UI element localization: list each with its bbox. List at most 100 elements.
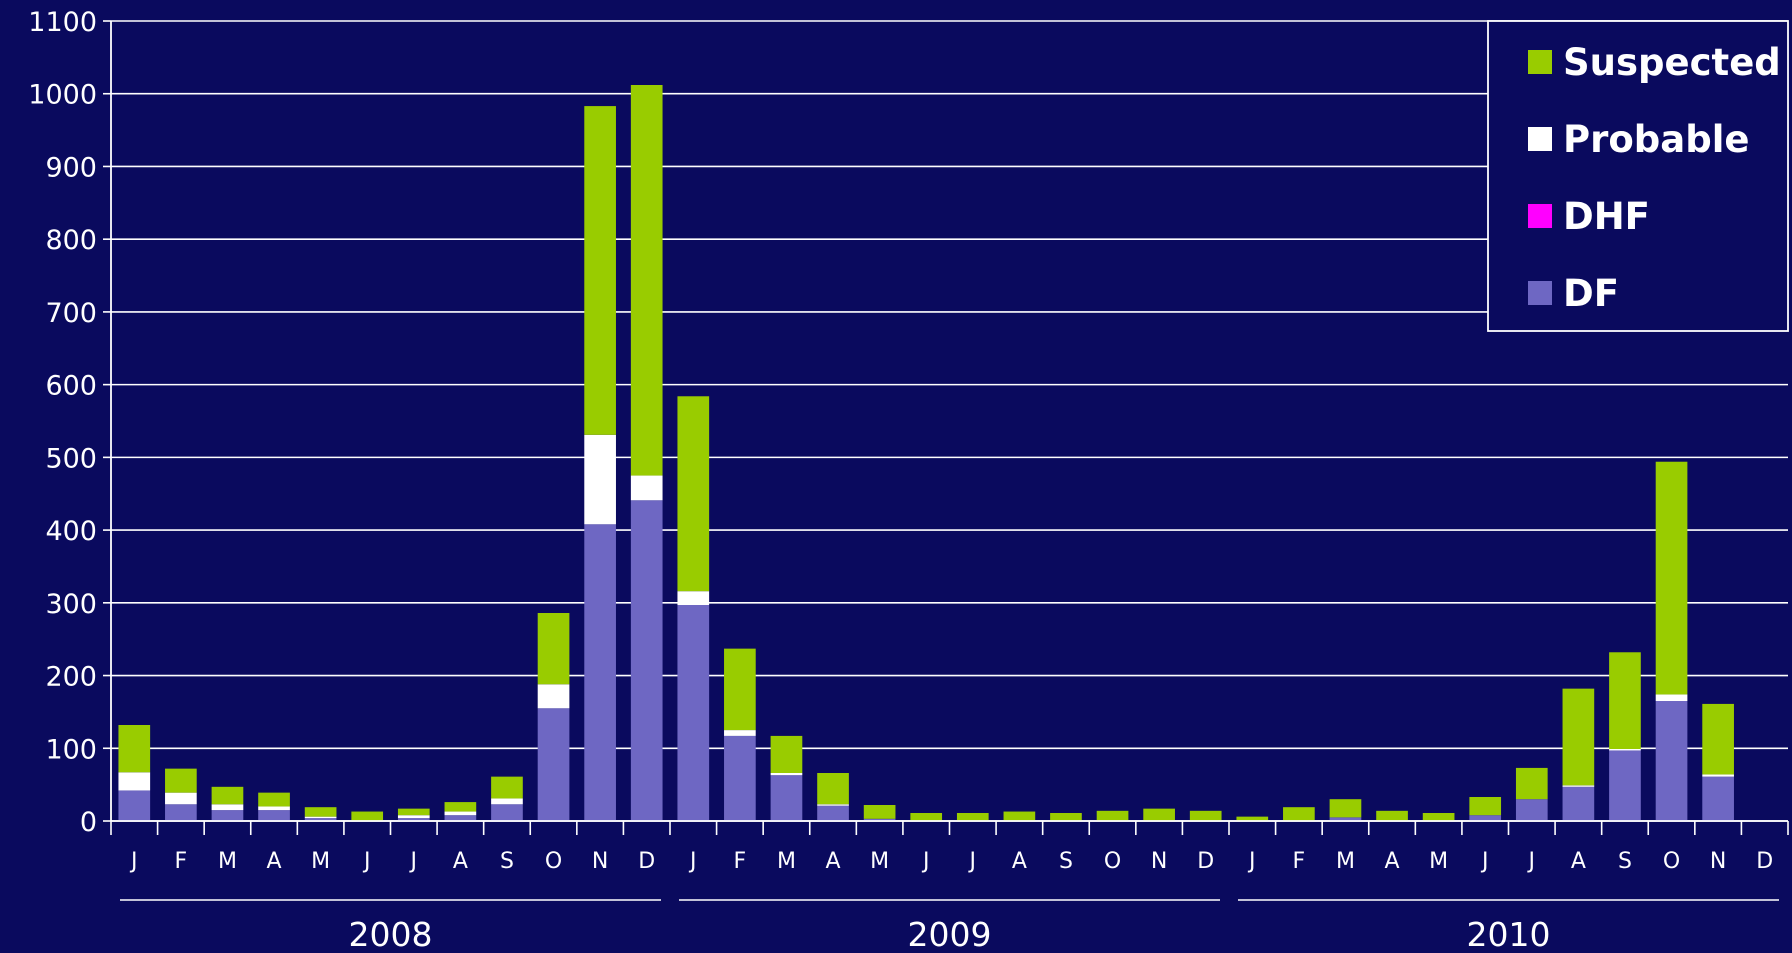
bar-segment-suspected	[1655, 461, 1688, 695]
x-tick-label: F	[734, 849, 747, 874]
x-tick-label: D	[638, 849, 655, 874]
legend-label-suspected: Suspected	[1563, 41, 1781, 84]
bar-segment-suspected	[1096, 810, 1129, 821]
bar-segment-suspected	[165, 768, 197, 793]
year-groups: 2008 2009 2010	[120, 899, 1779, 953]
y-tick-label: 600	[45, 371, 97, 402]
bar-segment-df	[1562, 786, 1595, 821]
bar-segment-suspected	[910, 813, 943, 821]
bar-segment-df	[1469, 815, 1502, 821]
bar-segment-probable	[491, 798, 523, 805]
legend-swatch-dhf	[1528, 204, 1552, 228]
x-tick-label: A	[1571, 849, 1586, 874]
bar-segment-probable	[211, 804, 244, 811]
bar-segment-df	[537, 708, 570, 821]
y-tick-label: 1000	[28, 80, 97, 111]
x-tick-label: A	[1385, 849, 1400, 874]
bar-segment-probable	[165, 792, 197, 805]
y-tick-label: 800	[45, 225, 97, 256]
x-tick-label: F	[175, 849, 188, 874]
bar-segment-suspected	[630, 85, 663, 476]
x-tick-label: O	[545, 849, 562, 874]
y-tick-label: 0	[80, 807, 97, 838]
y-axis: 0 100 200 300 400 500 600 700 800 900 1000 1100	[28, 7, 112, 838]
bar-segment-df	[1609, 750, 1641, 821]
x-tick-label: J	[688, 849, 697, 874]
bar-segment-probable	[584, 434, 616, 525]
bar-segment-df	[584, 524, 616, 821]
bar-segment-suspected	[1003, 811, 1036, 821]
x-tick-label: J	[1480, 849, 1489, 874]
bar-segment-suspected	[817, 773, 849, 805]
bar-segment-probable	[677, 591, 710, 605]
y-tick-label: 500	[45, 443, 97, 474]
year-label: 2009	[908, 915, 992, 953]
bar-segment-probable	[1655, 694, 1688, 701]
bar-segment-probable	[258, 806, 290, 811]
bar-segment-probable	[444, 811, 477, 816]
bar-segment-df	[258, 810, 290, 821]
bar-segment-suspected	[258, 792, 290, 807]
legend-swatch-probable	[1528, 127, 1552, 151]
legend: Suspected Probable DHF DF	[1487, 20, 1789, 332]
x-tick-label: M	[1429, 849, 1448, 874]
bar-segment-suspected	[304, 807, 337, 817]
legend-swatch-df	[1528, 281, 1552, 305]
bar-segment-suspected	[770, 735, 803, 773]
bar-segment-suspected	[1515, 767, 1548, 800]
bar-segment-df	[817, 805, 849, 821]
bar-segment-suspected	[211, 786, 244, 805]
bar-segment-df	[1655, 701, 1688, 821]
bar-segment-suspected	[118, 725, 151, 773]
x-tick-label: N	[1151, 849, 1167, 874]
x-tick-label: J	[1247, 849, 1256, 874]
bar-segment-suspected	[724, 648, 756, 731]
bar-segment-suspected	[1329, 799, 1362, 818]
bar-segment-df	[863, 818, 896, 821]
x-tick-label: M	[311, 849, 330, 874]
y-tick-label: 1100	[28, 7, 97, 38]
bar-segment-probable	[724, 730, 756, 736]
bar-segment-df	[1329, 817, 1362, 821]
x-tick-label: A	[826, 849, 841, 874]
bar-segment-df	[770, 775, 803, 821]
bar-segment-probable	[537, 684, 570, 709]
x-tick-label: J	[129, 849, 138, 874]
bar-segment-suspected	[444, 802, 477, 812]
x-tick-label: M	[777, 849, 796, 874]
x-tick-label: M	[218, 849, 237, 874]
x-tick-label: O	[1663, 849, 1680, 874]
bar-segment-suspected	[351, 811, 384, 821]
bar-segment-probable	[770, 773, 803, 776]
bar-segment-suspected	[1050, 813, 1082, 821]
bar-segment-probable	[1702, 774, 1734, 777]
y-tick-label: 400	[45, 516, 97, 547]
bars	[118, 85, 1734, 821]
x-tick-label: M	[1336, 849, 1355, 874]
bar-segment-suspected	[397, 808, 430, 816]
x-tick-label: D	[1756, 849, 1773, 874]
bar-segment-df	[165, 804, 197, 821]
year-label: 2008	[349, 915, 433, 953]
legend-swatch-suspected	[1528, 50, 1552, 74]
x-tick-label: J	[409, 849, 418, 874]
bar-segment-df	[724, 735, 756, 821]
legend-label-probable: Probable	[1563, 118, 1750, 161]
bar-segment-df	[1515, 799, 1548, 821]
bar-segment-probable	[397, 815, 430, 819]
bar-segment-df	[491, 804, 523, 821]
bar-segment-df	[304, 818, 337, 821]
y-tick-label: 900	[45, 152, 97, 183]
x-tick-label: A	[453, 849, 468, 874]
bar-segment-suspected	[1283, 807, 1315, 821]
x-tick-label: S	[1618, 849, 1632, 874]
bar-segment-suspected	[863, 805, 896, 819]
bar-segment-suspected	[1189, 810, 1222, 821]
x-tick-label: M	[870, 849, 889, 874]
bar-segment-suspected	[491, 776, 523, 799]
bar-segment-suspected	[1422, 813, 1455, 821]
bar-segment-suspected	[537, 613, 570, 685]
